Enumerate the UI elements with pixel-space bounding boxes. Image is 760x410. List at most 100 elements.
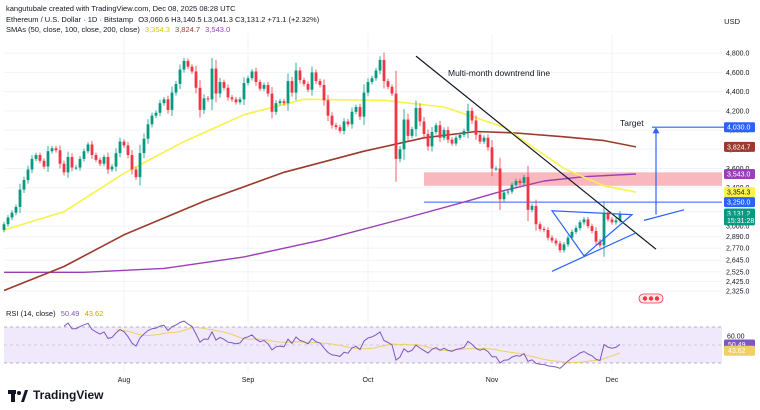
downtrend-label: Multi-month downtrend line xyxy=(448,68,550,78)
time-tick-label: Nov xyxy=(486,377,499,384)
event-dot-icon xyxy=(648,296,654,301)
candle-body xyxy=(478,134,482,142)
rsi-badge xyxy=(724,345,755,356)
created-by-text: kangutubale created with TradingView.com… xyxy=(6,4,236,13)
candle-body xyxy=(342,121,346,132)
candle-body xyxy=(394,93,398,159)
candle-body xyxy=(418,107,422,122)
candle-body xyxy=(598,241,602,246)
candle-body xyxy=(246,78,250,83)
candle-body xyxy=(166,99,170,110)
candle-body xyxy=(370,78,374,83)
candle-body xyxy=(234,99,238,103)
candle-body xyxy=(462,131,466,135)
candle-body xyxy=(434,125,438,132)
candle-body xyxy=(282,101,286,104)
price-badge xyxy=(724,187,755,198)
candle-body xyxy=(290,81,294,93)
price-tick-label: 2,645.0 xyxy=(726,258,749,265)
price-badge-label: 3,543.0 xyxy=(727,171,750,178)
candle-body xyxy=(10,212,14,218)
tradingview-logo-icon xyxy=(8,389,28,402)
time-tick-label: Oct xyxy=(363,377,374,384)
candle-body xyxy=(202,98,206,110)
event-dot-icon xyxy=(654,296,660,301)
candle-body xyxy=(422,121,426,134)
rsi-ma-line xyxy=(115,326,621,363)
candle-body xyxy=(466,110,470,132)
candle-body xyxy=(558,243,562,251)
price-badges: 4,030.0 3,824.7 3,543.0 3,354.3 3,250.0 3,131… xyxy=(724,122,755,356)
candle-body xyxy=(206,98,210,100)
candle-body xyxy=(82,151,86,159)
candle-body xyxy=(94,155,98,160)
candle-body xyxy=(470,110,474,121)
candle-body xyxy=(618,213,622,221)
candle-body xyxy=(450,139,454,144)
candle-body xyxy=(566,237,570,245)
candle-body xyxy=(150,115,154,125)
rsi-legend: RSI (14, close) 50.49 43.62 xyxy=(6,309,106,319)
candle-body xyxy=(402,119,406,150)
candle-body xyxy=(138,153,142,178)
annotation-zones xyxy=(424,172,722,203)
symbol-title[interactable]: Ethereum / U.S. Dollar · 1D · Bitstamp xyxy=(6,15,134,24)
candle-body xyxy=(510,184,514,192)
tradingview-brand[interactable]: TradingView xyxy=(8,388,103,402)
price-tick-label: 2,770.0 xyxy=(726,246,749,253)
candle-body xyxy=(378,59,382,71)
currency-label: USD xyxy=(724,17,740,26)
candle-body xyxy=(222,82,226,88)
target-arrow-head xyxy=(652,127,660,134)
logo-dot xyxy=(17,391,21,395)
trend-drawings: Multi-month downtrend line Target xyxy=(415,55,728,304)
sma-legend-label[interactable]: SMAs (50, close, 100, close, 200, close) xyxy=(6,25,140,34)
candle-body xyxy=(346,121,350,125)
rsi-badge-label: 43.62 xyxy=(728,348,746,355)
tradingview-wordmark: TradingView xyxy=(33,388,104,402)
rsi-legend-label[interactable]: RSI (14, close) xyxy=(6,309,56,318)
resistance-zone xyxy=(424,172,722,186)
time-tick-label: Sep xyxy=(242,377,255,384)
candle-body xyxy=(190,66,194,72)
sma-lines xyxy=(3,98,637,292)
candle-body xyxy=(22,180,26,190)
candle-body xyxy=(610,219,614,223)
candle-body xyxy=(134,169,138,178)
candle-body xyxy=(594,230,598,242)
candle-body xyxy=(130,155,134,170)
candle-body xyxy=(102,156,106,164)
candle-body xyxy=(70,156,74,168)
candle-body xyxy=(614,220,618,223)
rsi-tick-label: 60.00 xyxy=(727,334,745,341)
candle-body xyxy=(362,92,366,117)
price-badge-label: 3,131.2 xyxy=(727,211,750,218)
candle-body xyxy=(250,71,254,79)
price-tick-label: 4,200.0 xyxy=(726,108,749,115)
candle-body xyxy=(486,137,490,148)
price-tick-label: 4,800.0 xyxy=(726,51,749,58)
candle-body xyxy=(526,177,530,210)
price-badge xyxy=(724,141,755,152)
candle-body xyxy=(90,144,94,156)
candle-body xyxy=(238,99,242,103)
sma200-legend-value: 3,543.0 xyxy=(205,25,231,34)
candle-body xyxy=(182,60,186,70)
price-badge xyxy=(724,168,755,179)
rsi-panel xyxy=(4,320,722,369)
candle-body xyxy=(502,192,506,200)
candle-body xyxy=(230,97,234,100)
lower-channel-line xyxy=(551,232,637,272)
candle-body xyxy=(286,81,290,104)
candle-body xyxy=(606,212,610,220)
candle-body xyxy=(194,71,198,88)
candle-body xyxy=(498,168,502,200)
candle-body xyxy=(106,156,110,170)
candle-body xyxy=(322,84,326,101)
rsi-ma-legend-value: 43.62 xyxy=(84,309,104,318)
candle-body xyxy=(582,219,586,223)
candlestick-series xyxy=(2,52,622,257)
candle-body xyxy=(178,69,182,84)
time-tick-label: Dec xyxy=(606,377,619,384)
